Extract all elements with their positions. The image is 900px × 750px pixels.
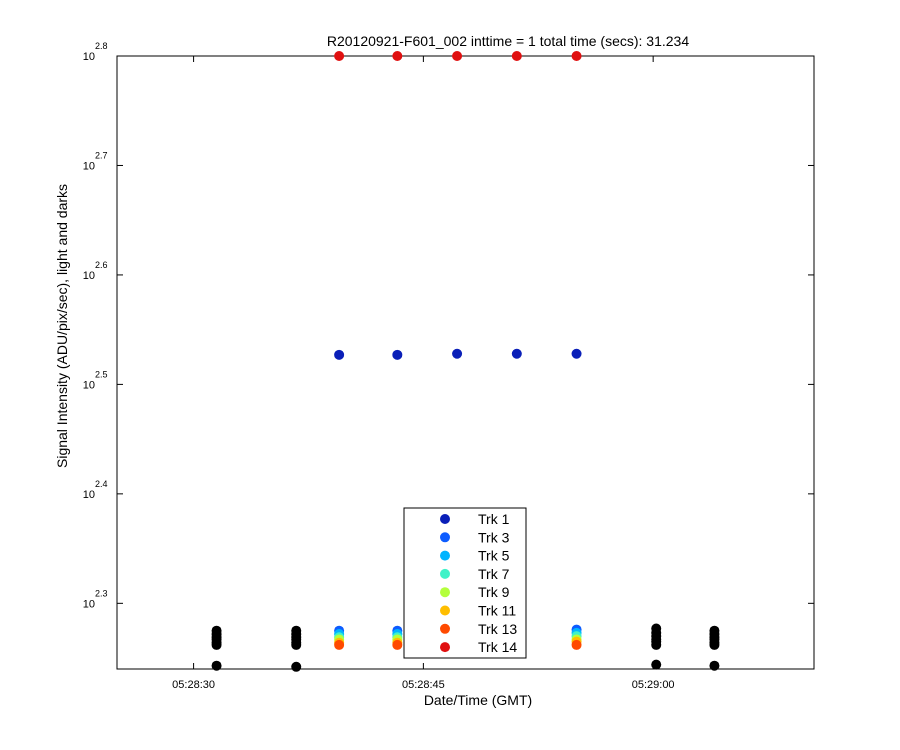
legend-label: Trk 5 (478, 548, 510, 564)
series-point (511, 51, 522, 61)
series-point (334, 349, 345, 360)
x-tick-label: 05:28:45 (402, 679, 445, 691)
y-tick-label-base: 10 (83, 598, 95, 610)
legend-marker (440, 642, 450, 653)
legend-marker (440, 605, 450, 616)
legend-marker (440, 587, 450, 598)
legend-marker (440, 550, 450, 561)
series-point (571, 51, 582, 61)
legend-marker (440, 568, 450, 579)
y-tick-label-exponent: 2.4 (95, 479, 108, 489)
legend-marker (440, 514, 450, 524)
series-point (452, 51, 463, 61)
legend-box (403, 507, 527, 659)
legend: Trk 1 Trk 3 Trk 5 Trk 7 Trk 9 Trk 11 Trk 13 Trk… (403, 507, 527, 659)
y-tick-label-exponent: 2.6 (95, 260, 108, 270)
dark-point (211, 660, 222, 671)
y-tick-label-base: 10 (83, 489, 95, 501)
y-tick-label-exponent: 2.7 (95, 150, 108, 160)
dark-point (211, 639, 222, 650)
dark-point (651, 659, 662, 670)
y-axis-label: Signal Intensity (ADU/pix/sec), light an… (54, 184, 70, 468)
series-point (334, 639, 345, 650)
series-point (334, 51, 345, 61)
series-point (452, 348, 463, 359)
legend-label: Trk 7 (478, 566, 510, 582)
legend-label: Trk 11 (478, 603, 516, 619)
y-tick-label-exponent: 2.3 (95, 588, 108, 598)
x-tick-label: 05:28:30 (172, 679, 215, 691)
y-tick-label-exponent: 2.8 (95, 41, 108, 51)
dark-point (709, 660, 720, 671)
dark-point (709, 639, 720, 650)
legend-label: Trk 3 (478, 529, 510, 545)
legend-marker (440, 623, 450, 634)
series-point (511, 348, 522, 359)
series-point (392, 639, 403, 650)
y-tick-label-base: 10 (83, 379, 95, 391)
series-point (571, 639, 582, 650)
legend-label: Trk 9 (478, 584, 510, 600)
x-tick-label: 05:29:00 (632, 679, 675, 691)
y-tick-label-base: 10 (83, 160, 95, 172)
chart-title: R20120921-F601_002 inttime = 1 total tim… (327, 33, 689, 49)
y-tick-label-base: 10 (83, 51, 95, 63)
legend-marker (440, 532, 450, 543)
series-point (571, 348, 582, 359)
legend-label: Trk 13 (478, 621, 517, 637)
legend-label: Trk 1 (478, 511, 510, 527)
y-tick-label-base: 10 (83, 270, 95, 282)
y-tick-label-exponent: 2.5 (95, 369, 108, 379)
x-axis-label: Date/Time (GMT) (424, 692, 532, 708)
dark-point (651, 639, 662, 650)
dark-point (291, 639, 302, 650)
dark-point (291, 661, 302, 672)
series-point (392, 349, 403, 360)
series-point (392, 51, 403, 61)
legend-label: Trk 14 (478, 639, 517, 655)
